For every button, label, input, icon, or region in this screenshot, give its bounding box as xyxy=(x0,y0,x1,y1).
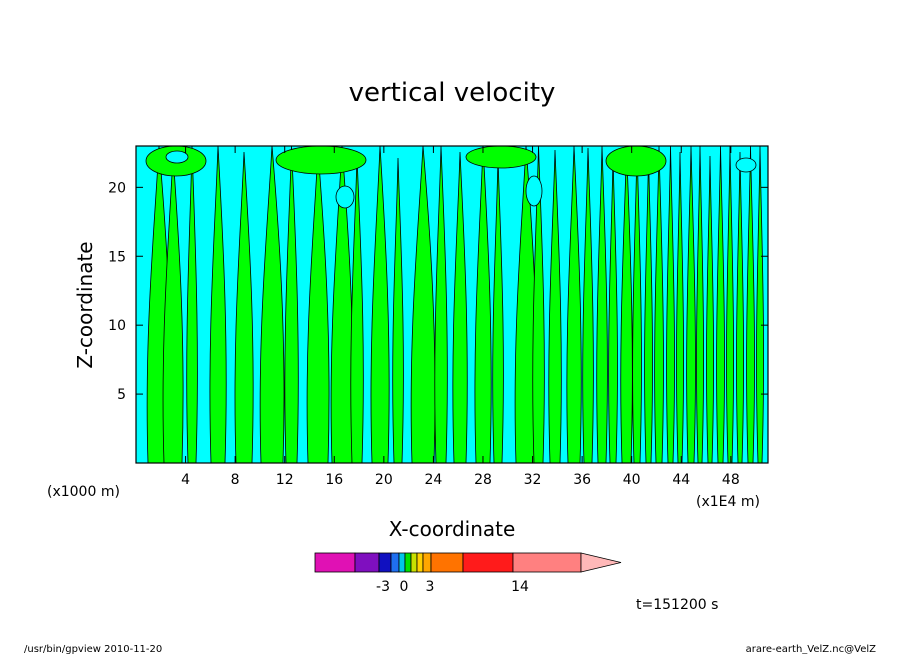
contour-region xyxy=(234,151,254,463)
contour-region xyxy=(582,147,594,463)
contour-region xyxy=(676,151,684,463)
x-tick-label: 8 xyxy=(231,472,240,488)
x-tick-label: 24 xyxy=(424,472,442,488)
contour-region xyxy=(465,146,537,169)
colorbar-swatch xyxy=(462,552,514,573)
colorbar-arrow xyxy=(580,552,622,573)
y-tick-label: 20 xyxy=(108,180,126,196)
colorbar-swatch xyxy=(390,552,400,573)
x-unit-left: (x1000 m) xyxy=(47,484,120,500)
colorbar-swatch xyxy=(404,552,412,573)
colorbar-tick-label: -3 xyxy=(376,579,390,595)
y-tick-label: 10 xyxy=(108,318,126,334)
colorbar xyxy=(314,552,622,573)
contour-region xyxy=(706,155,714,463)
colorbar-swatch xyxy=(512,552,582,573)
colorbar-tick-label: 3 xyxy=(426,579,435,595)
x-tick-label: 32 xyxy=(524,472,542,488)
contour-region xyxy=(525,175,543,207)
colorbar-swatch xyxy=(422,552,432,573)
plot-frame xyxy=(135,145,769,464)
x-unit-right: (x1E4 m) xyxy=(696,494,760,510)
x-tick-label: 36 xyxy=(573,472,591,488)
footer-left: /usr/bin/gpview 2010-11-20 xyxy=(24,644,162,654)
x-tick-label: 4 xyxy=(181,472,190,488)
x-tick-label: 48 xyxy=(722,472,740,488)
colorbar-swatch xyxy=(354,552,380,573)
footer-right: arare-earth_VelZ.nc@VelZ xyxy=(746,644,877,654)
x-tick-label: 40 xyxy=(623,472,641,488)
contour-region xyxy=(735,157,757,173)
contour-region xyxy=(548,149,562,463)
colorbar-swatch xyxy=(314,552,356,573)
contour-region xyxy=(392,157,404,463)
x-tick-label: 28 xyxy=(474,472,492,488)
x-tick-label: 44 xyxy=(672,472,690,488)
contour-region xyxy=(736,151,744,463)
contour-region xyxy=(165,150,189,164)
plot-area xyxy=(136,146,768,463)
y-tick-label: 5 xyxy=(117,387,126,403)
contour-region xyxy=(605,146,667,177)
colorbar-swatch xyxy=(410,552,418,573)
contour-region xyxy=(452,151,468,463)
colorbar-swatch xyxy=(416,552,424,573)
time-annotation: t=151200 s xyxy=(636,597,718,613)
colorbar-swatch xyxy=(398,552,406,573)
contour-region xyxy=(335,185,355,209)
colorbar-swatch xyxy=(378,552,392,573)
colorbar-tick-label: 0 xyxy=(400,579,409,595)
colorbar-tick-label: 14 xyxy=(511,579,529,595)
x-axis-label: X-coordinate xyxy=(389,517,516,541)
x-tick-label: 12 xyxy=(276,472,294,488)
chart-title: vertical velocity xyxy=(349,78,556,108)
x-tick-label: 16 xyxy=(325,472,343,488)
colorbar-swatch xyxy=(430,552,464,573)
y-axis-label: Z-coordinate xyxy=(73,241,97,368)
y-tick-label: 15 xyxy=(108,249,126,265)
contour-region xyxy=(275,146,367,175)
x-tick-label: 20 xyxy=(375,472,393,488)
